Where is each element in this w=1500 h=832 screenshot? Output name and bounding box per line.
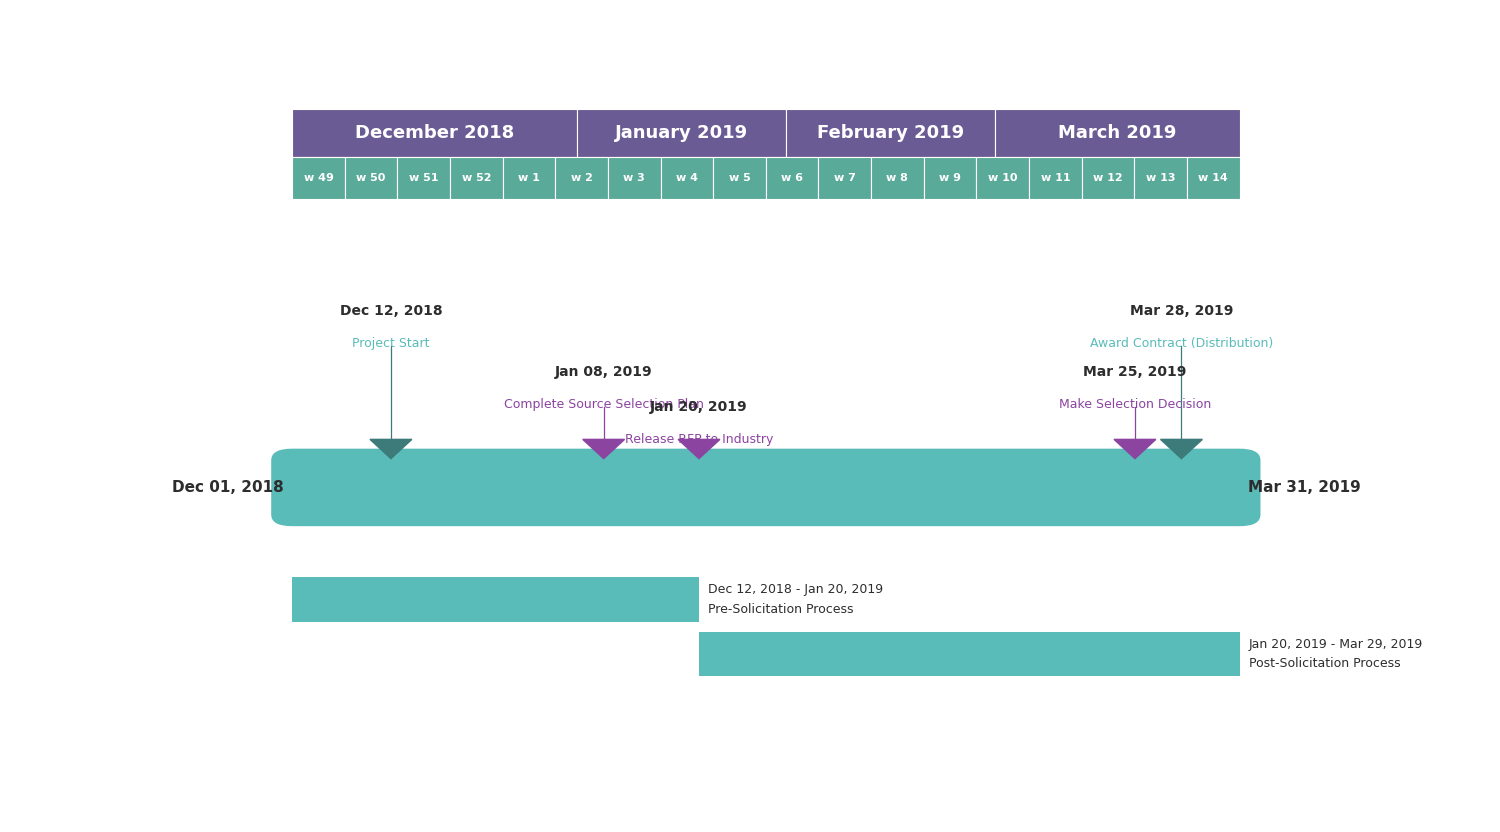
Polygon shape: [678, 439, 720, 458]
Text: w 11: w 11: [1041, 173, 1070, 183]
FancyBboxPatch shape: [608, 157, 660, 199]
FancyBboxPatch shape: [699, 631, 1239, 676]
FancyBboxPatch shape: [660, 157, 712, 199]
Text: March 2019: March 2019: [1059, 125, 1176, 142]
FancyBboxPatch shape: [578, 110, 786, 157]
Text: December 2018: December 2018: [356, 125, 514, 142]
Text: w 14: w 14: [1198, 173, 1228, 183]
Text: w 2: w 2: [570, 173, 592, 183]
Polygon shape: [582, 439, 624, 458]
FancyBboxPatch shape: [272, 448, 1260, 526]
Polygon shape: [370, 439, 413, 458]
FancyBboxPatch shape: [292, 110, 578, 157]
Text: Release RFP to Industry: Release RFP to Industry: [626, 433, 772, 446]
FancyBboxPatch shape: [292, 157, 345, 199]
FancyBboxPatch shape: [292, 577, 699, 622]
Text: w 10: w 10: [988, 173, 1017, 183]
FancyBboxPatch shape: [503, 157, 555, 199]
FancyBboxPatch shape: [1186, 157, 1239, 199]
Text: Dec 01, 2018: Dec 01, 2018: [172, 480, 284, 495]
Text: w 4: w 4: [676, 173, 698, 183]
Text: w 1: w 1: [518, 173, 540, 183]
Polygon shape: [1161, 439, 1203, 458]
Text: Pre-Solicitation Process: Pre-Solicitation Process: [708, 603, 854, 616]
FancyBboxPatch shape: [786, 110, 996, 157]
FancyBboxPatch shape: [1134, 157, 1186, 199]
FancyBboxPatch shape: [555, 157, 608, 199]
Text: w 52: w 52: [462, 173, 490, 183]
Text: w 51: w 51: [410, 173, 438, 183]
Text: Mar 28, 2019: Mar 28, 2019: [1130, 304, 1233, 318]
FancyBboxPatch shape: [924, 157, 976, 199]
Text: Mar 25, 2019: Mar 25, 2019: [1083, 364, 1186, 379]
Text: Jan 20, 2019: Jan 20, 2019: [650, 399, 748, 414]
Text: Jan 20, 2019 - Mar 29, 2019: Jan 20, 2019 - Mar 29, 2019: [1250, 637, 1424, 651]
FancyBboxPatch shape: [1082, 157, 1134, 199]
Text: w 7: w 7: [834, 173, 855, 183]
FancyBboxPatch shape: [712, 157, 766, 199]
FancyBboxPatch shape: [450, 157, 503, 199]
Text: Award Contract (Distribution): Award Contract (Distribution): [1090, 337, 1274, 350]
Text: w 13: w 13: [1146, 173, 1176, 183]
Text: Make Selection Decision: Make Selection Decision: [1059, 398, 1211, 411]
Text: w 9: w 9: [939, 173, 962, 183]
Text: Post-Solicitation Process: Post-Solicitation Process: [1250, 657, 1401, 671]
Polygon shape: [1114, 439, 1156, 458]
FancyBboxPatch shape: [996, 110, 1239, 157]
Text: w 5: w 5: [729, 173, 750, 183]
FancyBboxPatch shape: [766, 157, 819, 199]
FancyBboxPatch shape: [819, 157, 872, 199]
Text: February 2019: February 2019: [818, 125, 965, 142]
Text: w 49: w 49: [303, 173, 333, 183]
FancyBboxPatch shape: [1029, 157, 1081, 199]
Text: w 3: w 3: [624, 173, 645, 183]
FancyBboxPatch shape: [398, 157, 450, 199]
Text: Dec 12, 2018: Dec 12, 2018: [339, 304, 442, 318]
Text: Jan 08, 2019: Jan 08, 2019: [555, 364, 652, 379]
FancyBboxPatch shape: [976, 157, 1029, 199]
Text: Complete Source Selection Plan: Complete Source Selection Plan: [504, 398, 704, 411]
Text: w 12: w 12: [1094, 173, 1124, 183]
FancyBboxPatch shape: [871, 157, 924, 199]
Text: w 6: w 6: [782, 173, 802, 183]
Text: w 50: w 50: [357, 173, 386, 183]
Text: January 2019: January 2019: [615, 125, 748, 142]
Text: Dec 12, 2018 - Jan 20, 2019: Dec 12, 2018 - Jan 20, 2019: [708, 583, 884, 597]
FancyBboxPatch shape: [345, 157, 398, 199]
Text: w 8: w 8: [886, 173, 909, 183]
Text: Project Start: Project Start: [352, 337, 429, 350]
Text: Mar 31, 2019: Mar 31, 2019: [1248, 480, 1360, 495]
